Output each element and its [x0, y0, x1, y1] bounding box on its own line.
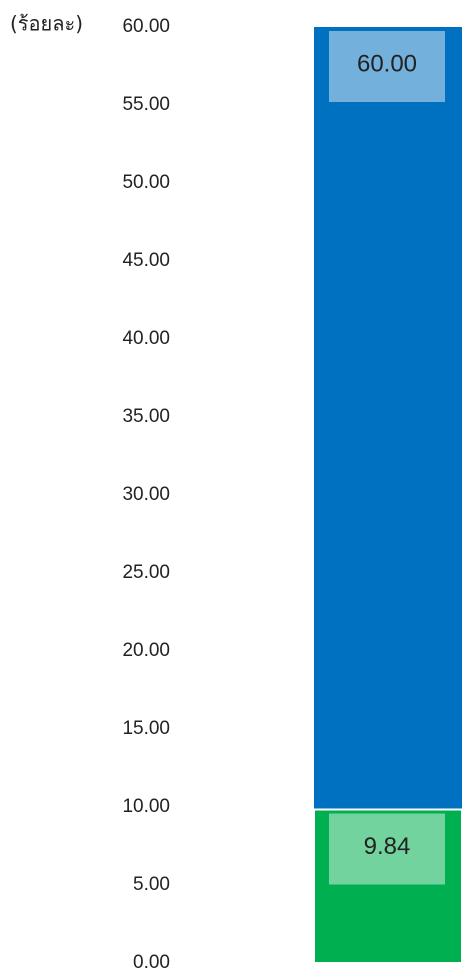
y-tick-label: 60.00 — [122, 16, 170, 37]
bar — [313, 808, 462, 964]
y-tick-label: 15.00 — [122, 718, 170, 739]
y-tick-label: 10.00 — [122, 796, 170, 817]
value-label: 9.84 — [364, 833, 411, 860]
value-label-box — [329, 813, 445, 885]
value-label: 60.00 — [357, 50, 417, 77]
y-tick-label: 55.00 — [122, 94, 170, 115]
y-tick-label: 35.00 — [122, 406, 170, 427]
y-axis-label: (ร้อยละ) — [10, 12, 83, 36]
y-tick-label: 0.00 — [133, 952, 170, 973]
y-tick-label: 20.00 — [122, 640, 170, 661]
y-tick-label: 5.00 — [133, 874, 170, 895]
y-tick-label: 40.00 — [122, 328, 170, 349]
value-label-box — [329, 31, 445, 102]
y-tick-label: 30.00 — [122, 484, 170, 505]
y-tick-label: 50.00 — [122, 172, 170, 193]
bar — [314, 27, 462, 963]
y-tick-label: 45.00 — [122, 250, 170, 271]
y-tick-label: 25.00 — [122, 562, 170, 583]
